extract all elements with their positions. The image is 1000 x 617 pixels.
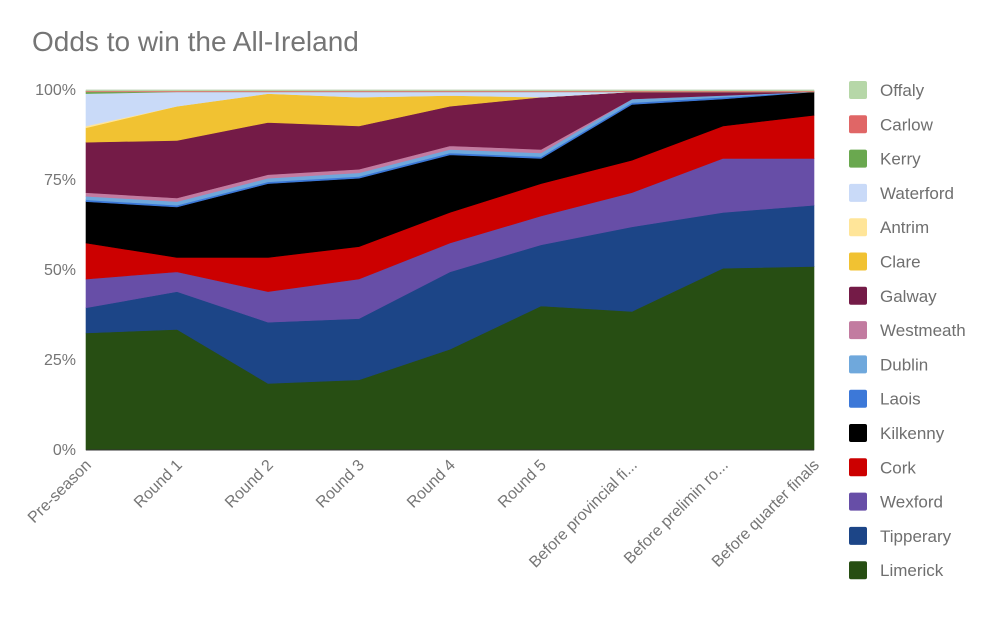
y-tick-label: 75% bbox=[44, 172, 76, 189]
legend-label: Wexford bbox=[880, 493, 943, 512]
y-tick-label: 0% bbox=[53, 442, 76, 459]
y-tick-label: 50% bbox=[44, 262, 76, 279]
x-tick-label: Pre-season bbox=[25, 457, 95, 527]
x-tick-label: Round 2 bbox=[222, 457, 277, 512]
legend-swatch bbox=[849, 389, 867, 408]
legend-swatch bbox=[849, 424, 867, 442]
legend-label: Antrim bbox=[880, 218, 929, 237]
legend-label: Kilkenny bbox=[880, 424, 945, 443]
legend-swatch bbox=[849, 149, 867, 168]
legend-label: Dublin bbox=[880, 355, 928, 374]
legend-swatch bbox=[849, 321, 867, 340]
legend: Offaly Carlow Kerry Waterford Antrim Clare Gal… bbox=[849, 81, 966, 580]
legend-swatch bbox=[849, 561, 867, 580]
legend-swatch bbox=[849, 183, 867, 202]
legend-swatch bbox=[849, 252, 867, 271]
legend-swatch bbox=[849, 286, 867, 305]
x-tick-label: Round 4 bbox=[404, 457, 459, 512]
x-tick-label: Round 1 bbox=[131, 457, 186, 512]
legend-label: Galway bbox=[880, 287, 937, 306]
legend-label: Waterford bbox=[880, 184, 954, 203]
x-tick-label: Round 5 bbox=[495, 457, 550, 512]
legend-label: Offaly bbox=[880, 81, 925, 100]
legend-swatch bbox=[849, 526, 867, 545]
legend-label: Clare bbox=[880, 253, 921, 272]
legend-label: Kerry bbox=[880, 150, 921, 169]
legend-label: Limerick bbox=[880, 561, 944, 580]
legend-swatch bbox=[849, 458, 867, 477]
legend-swatch bbox=[849, 355, 867, 374]
legend-label: Carlow bbox=[880, 115, 934, 134]
area-offaly bbox=[85, 89, 815, 92]
series-areas bbox=[85, 89, 815, 451]
legend-swatch bbox=[849, 218, 867, 237]
legend-swatch bbox=[849, 492, 867, 511]
legend-swatch bbox=[849, 115, 867, 134]
legend-label: Tipperary bbox=[880, 527, 952, 546]
legend-label: Laois bbox=[880, 390, 921, 409]
y-tick-label: 100% bbox=[35, 82, 76, 99]
chart-title: Odds to win the All-Ireland bbox=[32, 26, 359, 57]
x-tick-label: Round 3 bbox=[313, 457, 368, 512]
legend-swatch bbox=[849, 81, 867, 99]
x-tick-label: Before prelimin ro... bbox=[621, 457, 732, 568]
legend-label: Westmeath bbox=[880, 321, 966, 340]
legend-label: Cork bbox=[880, 458, 916, 477]
y-tick-label: 25% bbox=[44, 352, 76, 369]
